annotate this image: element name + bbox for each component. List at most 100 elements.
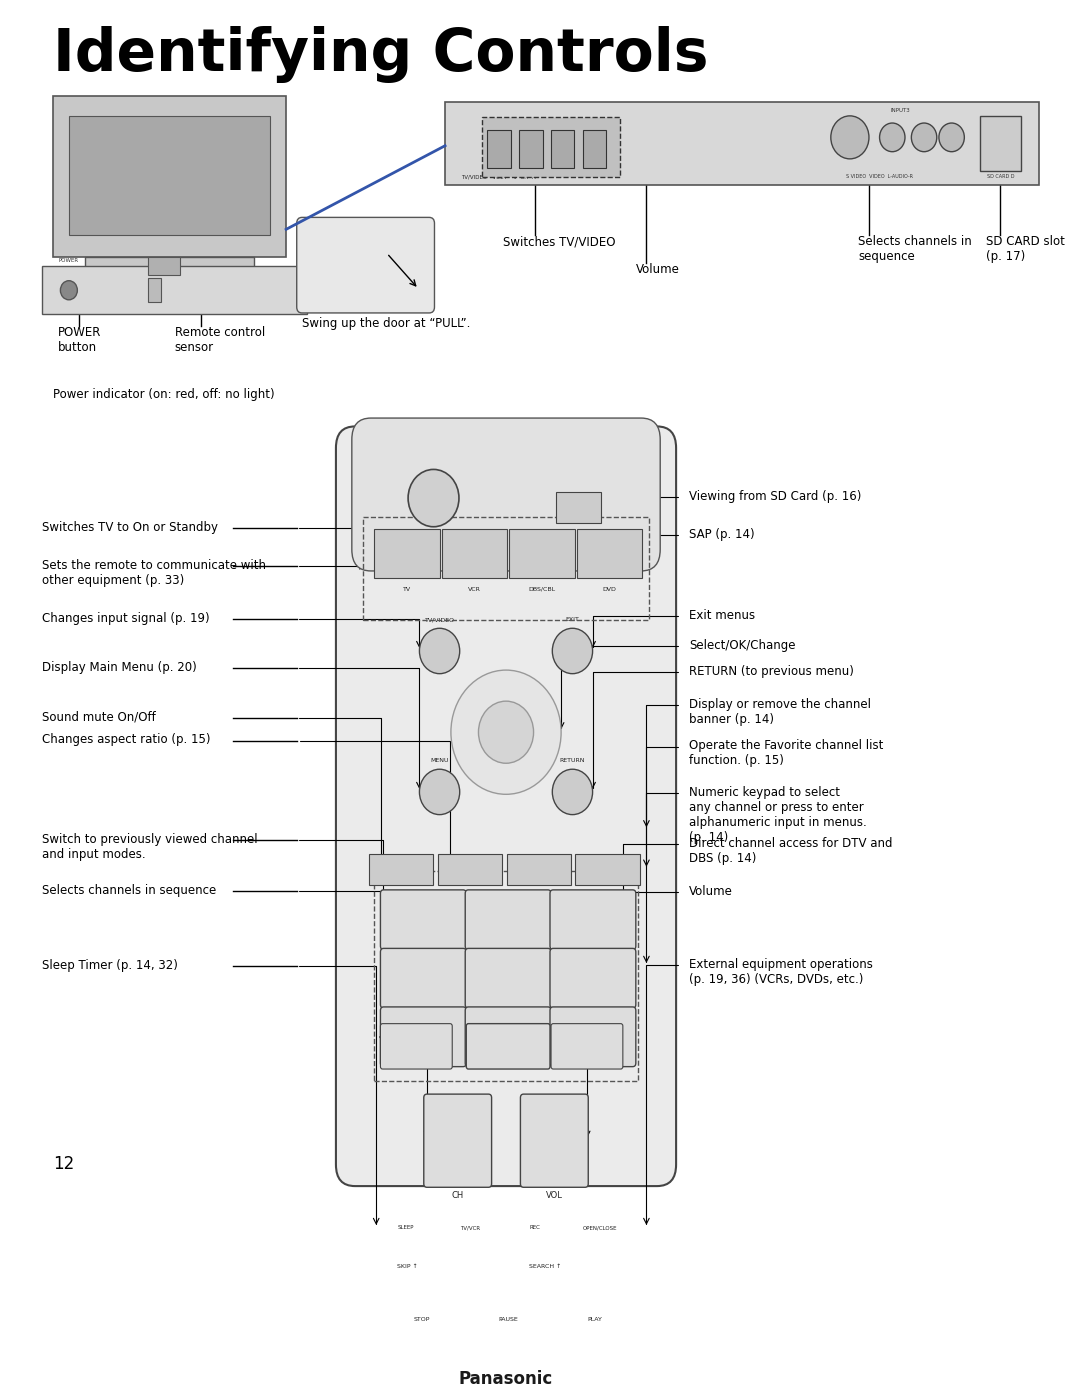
Text: ▼: ▼ (503, 775, 510, 785)
Text: 7: 7 (416, 1027, 431, 1046)
Text: OK: OK (498, 728, 514, 738)
Text: 12: 12 (53, 1155, 75, 1173)
Text: Power indicator (on: red, off: no light): Power indicator (on: red, off: no light) (53, 388, 274, 401)
Text: POWER: POWER (58, 258, 79, 263)
FancyBboxPatch shape (380, 1024, 453, 1069)
Text: Operate the Favorite channel list
function. (p. 15): Operate the Favorite channel list functi… (689, 739, 883, 767)
Text: Numeric keypad to select
any channel or press to enter
alphanumeric input in men: Numeric keypad to select any channel or … (689, 787, 866, 844)
FancyBboxPatch shape (583, 130, 606, 169)
Text: STOP: STOP (414, 1317, 430, 1323)
FancyBboxPatch shape (519, 130, 542, 169)
Text: 5: 5 (501, 968, 515, 988)
Text: Sets the remote to communicate with
other equipment (p. 33): Sets the remote to communicate with othe… (42, 559, 267, 587)
Text: Changes input signal (p. 19): Changes input signal (p. 19) (42, 612, 210, 624)
Text: REC: REC (530, 1225, 541, 1231)
FancyBboxPatch shape (981, 116, 1021, 170)
Text: POWER: POWER (421, 457, 446, 462)
Text: TV/VCR: TV/VCR (460, 1225, 481, 1231)
Circle shape (912, 123, 936, 152)
Text: 4: 4 (416, 968, 431, 988)
Text: Display Main Menu (p. 20): Display Main Menu (p. 20) (42, 661, 198, 673)
FancyBboxPatch shape (297, 218, 434, 313)
FancyBboxPatch shape (487, 130, 511, 169)
Text: SAP (p. 14): SAP (p. 14) (689, 528, 755, 541)
Text: DVD: DVD (603, 587, 617, 591)
FancyBboxPatch shape (379, 1302, 464, 1338)
Text: EXIT: EXIT (566, 617, 579, 622)
FancyBboxPatch shape (465, 890, 551, 950)
FancyBboxPatch shape (507, 854, 571, 886)
Text: Remote control
sensor: Remote control sensor (175, 326, 265, 353)
Text: ◄: ◄ (460, 728, 467, 736)
FancyBboxPatch shape (569, 1210, 632, 1246)
FancyBboxPatch shape (442, 529, 508, 578)
Text: SD: SD (516, 483, 531, 493)
FancyBboxPatch shape (42, 267, 308, 314)
Text: R-TUNE: R-TUNE (404, 1044, 429, 1049)
FancyBboxPatch shape (509, 529, 575, 578)
FancyBboxPatch shape (423, 1094, 491, 1187)
Text: 9: 9 (585, 1027, 600, 1046)
Text: 0: 0 (502, 1038, 514, 1055)
FancyBboxPatch shape (551, 130, 575, 169)
FancyBboxPatch shape (380, 890, 467, 950)
FancyBboxPatch shape (148, 278, 161, 302)
Text: Selects channels in sequence: Selects channels in sequence (42, 884, 217, 897)
Text: RETURN: RETURN (559, 759, 585, 763)
Text: Identifying Controls: Identifying Controls (53, 27, 708, 84)
Text: 3: 3 (585, 909, 600, 930)
FancyBboxPatch shape (508, 1268, 539, 1298)
FancyBboxPatch shape (553, 1302, 638, 1338)
Circle shape (419, 629, 460, 673)
Text: ASPECT: ASPECT (460, 855, 482, 861)
FancyBboxPatch shape (420, 1268, 451, 1298)
Text: CH: CH (451, 1190, 463, 1200)
FancyBboxPatch shape (336, 426, 676, 1186)
FancyBboxPatch shape (465, 1302, 552, 1338)
Text: VCR: VCR (468, 587, 481, 591)
FancyBboxPatch shape (437, 854, 502, 886)
Text: INPUT3: INPUT3 (891, 108, 910, 113)
Text: DBS/CBL: DBS/CBL (528, 587, 555, 591)
FancyBboxPatch shape (380, 949, 467, 1009)
FancyBboxPatch shape (445, 102, 1039, 186)
Text: 8: 8 (501, 1027, 515, 1046)
Text: FAVORITE: FAVORITE (527, 855, 553, 861)
FancyBboxPatch shape (550, 949, 636, 1009)
Text: MENU: MENU (430, 759, 449, 763)
Text: SKIP ↑: SKIP ↑ (397, 1264, 418, 1268)
Text: SAP: SAP (572, 504, 585, 511)
Text: +: + (548, 1113, 562, 1130)
Text: RETURN (to previous menu): RETURN (to previous menu) (689, 665, 853, 679)
FancyBboxPatch shape (352, 418, 660, 571)
Text: MUTE: MUTE (394, 855, 409, 861)
FancyBboxPatch shape (550, 1007, 636, 1067)
Circle shape (451, 671, 562, 795)
Text: TV: TV (403, 587, 410, 591)
Text: SEARCH ↑: SEARCH ↑ (529, 1264, 562, 1268)
Text: Direct channel access for DTV and
DBS (p. 14): Direct channel access for DTV and DBS (p… (689, 837, 892, 865)
Text: External equipment operations
(p. 19, 36) (VCRs, DVDs, etc.): External equipment operations (p. 19, 36… (689, 958, 873, 986)
Text: Panasonic: Panasonic (459, 1370, 553, 1389)
Text: Sleep Timer (p. 14, 32): Sleep Timer (p. 14, 32) (42, 960, 178, 972)
Text: SLEEP: SLEEP (397, 1225, 414, 1231)
Text: ∨: ∨ (451, 1151, 464, 1169)
FancyBboxPatch shape (550, 890, 636, 950)
Text: Switch to previously viewed channel
and input modes.: Switch to previously viewed channel and … (42, 833, 258, 861)
Text: SD CARD D: SD CARD D (987, 175, 1014, 179)
Text: S VIDEO  VIDEO  L-AUDIO-R: S VIDEO VIDEO L-AUDIO-R (846, 175, 913, 179)
Circle shape (408, 469, 459, 527)
Text: ►: ► (545, 728, 552, 736)
Circle shape (478, 701, 534, 763)
Circle shape (419, 770, 460, 814)
Text: Volume: Volume (689, 886, 732, 898)
Text: 2: 2 (501, 909, 515, 930)
FancyBboxPatch shape (438, 1210, 502, 1246)
FancyBboxPatch shape (148, 257, 180, 275)
FancyBboxPatch shape (69, 116, 270, 235)
FancyBboxPatch shape (504, 1210, 567, 1246)
FancyBboxPatch shape (576, 854, 640, 886)
Text: Volume: Volume (636, 263, 679, 275)
Circle shape (879, 123, 905, 152)
Circle shape (939, 123, 964, 152)
